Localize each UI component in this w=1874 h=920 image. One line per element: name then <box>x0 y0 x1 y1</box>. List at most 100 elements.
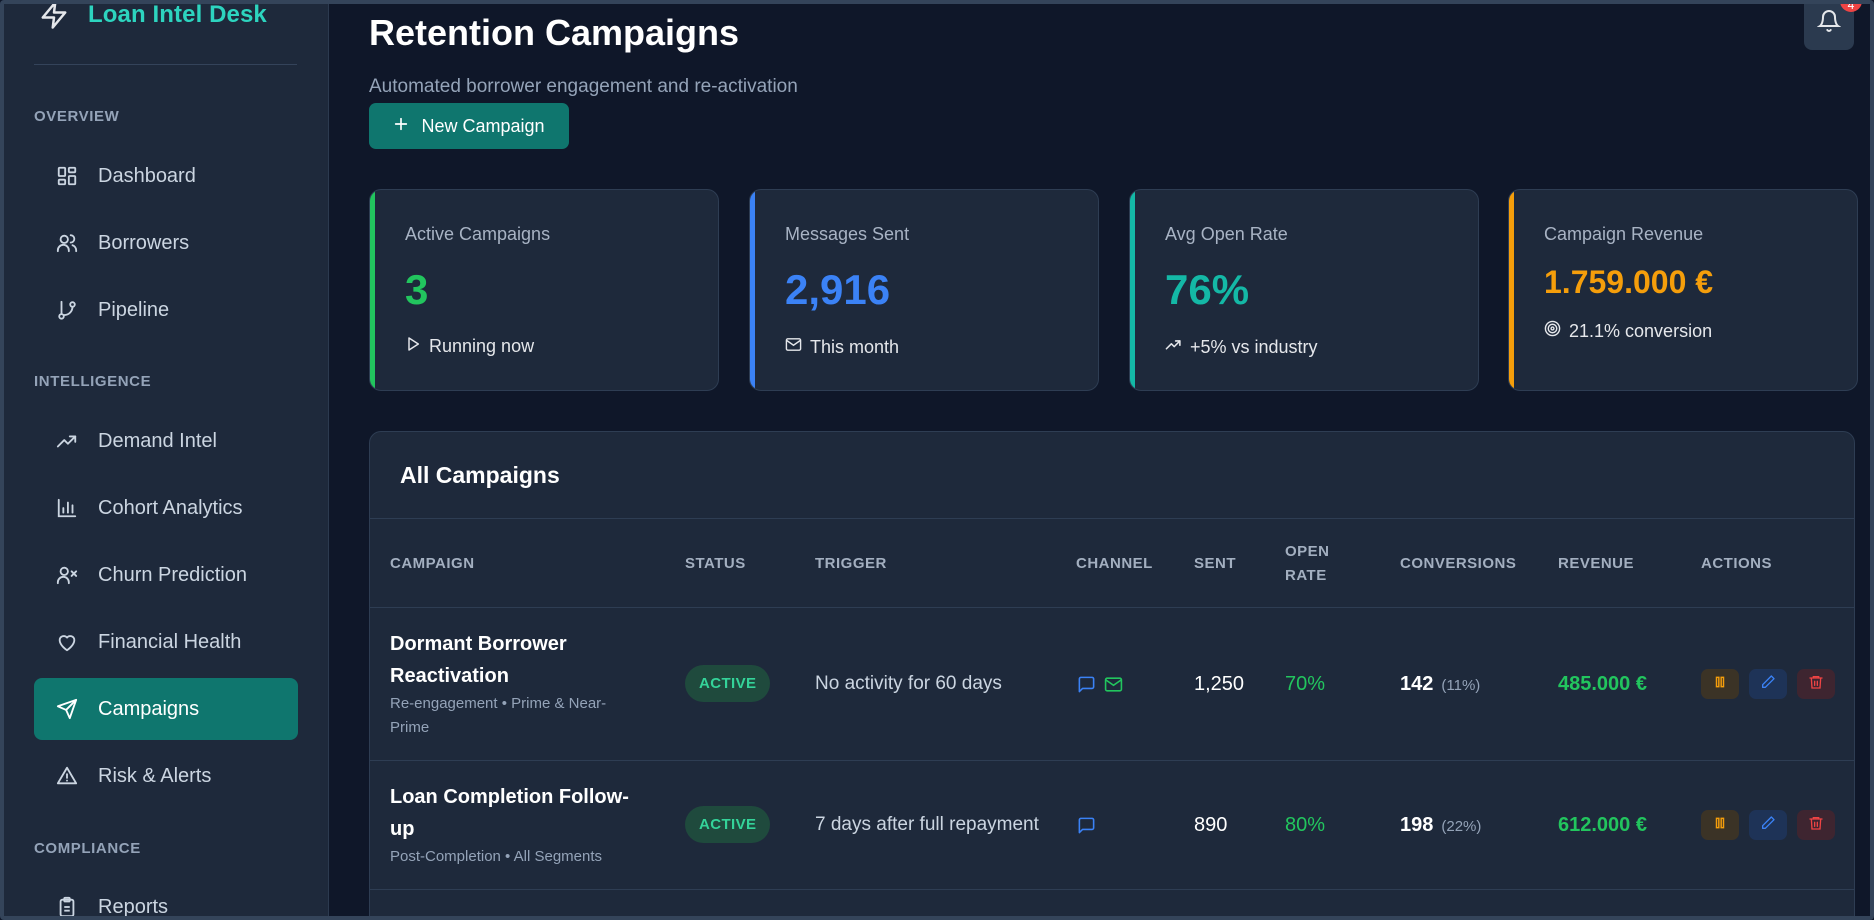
kpi-active-campaigns: Active Campaigns 3 Running now <box>369 189 719 391</box>
chat-icon <box>1077 816 1096 840</box>
sidebar: Loan Intel Desk OVERVIEW Dashboard Borro… <box>4 0 329 920</box>
sidebar-item-financial-health[interactable]: Financial Health <box>34 611 298 673</box>
campaign-meta-line2: Prime <box>390 719 430 736</box>
sidebar-item-pipeline[interactable]: Pipeline <box>34 279 298 341</box>
trending-up-icon <box>54 428 80 454</box>
accent-bar <box>1130 190 1135 390</box>
trash-icon <box>1808 815 1824 836</box>
accent-bar <box>750 190 755 390</box>
sidebar-item-label: Reports <box>98 895 169 918</box>
edit-button[interactable] <box>1749 810 1787 840</box>
bar-chart-icon <box>54 495 80 521</box>
campaign-cell: Loan Completion Follow- up Post-Completi… <box>390 781 629 869</box>
users-icon <box>54 230 80 256</box>
mail-icon <box>1104 675 1123 699</box>
kpi-foot-text: Running now <box>429 336 535 356</box>
sidebar-item-campaigns[interactable]: Campaigns <box>34 678 298 740</box>
sidebar-item-reports[interactable]: Reports <box>34 876 298 920</box>
sidebar-item-label: Pipeline <box>98 298 170 321</box>
accent-bar <box>370 190 375 390</box>
campaign-name-line1[interactable]: Dormant Borrower <box>390 633 567 655</box>
channel-cell <box>1077 675 1123 699</box>
header-revenue[interactable]: REVENUE <box>1558 555 1635 572</box>
table-header: CAMPAIGN STATUS TRIGGER CHANNEL SENT OPE… <box>370 518 1854 608</box>
campaign-meta-line1: Re-engagement • Prime & Near- <box>390 695 607 712</box>
kpi-foot-text: This month <box>810 336 900 357</box>
kpi-foot: This month <box>785 336 899 358</box>
header-trigger[interactable]: TRIGGER <box>815 555 887 572</box>
send-icon <box>54 696 80 722</box>
header-conversions[interactable]: CONVERSIONS <box>1400 555 1517 572</box>
sidebar-item-cohort-analytics[interactable]: Cohort Analytics <box>34 477 298 539</box>
open-rate-cell: 80% <box>1285 814 1326 836</box>
sidebar-item-borrowers[interactable]: Borrowers <box>34 212 298 274</box>
kpi-foot: 21.1% conversion <box>1544 320 1712 342</box>
status-cell: ACTIVE <box>685 806 771 843</box>
header-status[interactable]: STATUS <box>685 555 746 572</box>
kpi-foot: +5% vs industry <box>1165 336 1318 358</box>
table-row[interactable]: Loan Completion Follow- up Post-Completi… <box>370 761 1854 890</box>
header-sent[interactable]: SENT <box>1194 555 1237 572</box>
brand[interactable]: Loan Intel Desk <box>36 0 267 30</box>
channel-cell <box>1077 816 1096 840</box>
edit-button[interactable] <box>1749 669 1787 699</box>
lightning-icon <box>36 0 72 33</box>
sidebar-item-churn-prediction[interactable]: Churn Prediction <box>34 544 298 606</box>
divider <box>34 64 297 65</box>
revenue-cell: 612.000 € <box>1558 814 1647 836</box>
accent-bar <box>1509 190 1514 390</box>
sidebar-item-demand-intel[interactable]: Demand Intel <box>34 410 298 472</box>
table-title: All Campaigns <box>400 462 560 488</box>
campaign-name-line2[interactable]: Reactivation <box>390 665 509 687</box>
sidebar-item-risk-alerts[interactable]: Risk & Alerts <box>34 745 298 807</box>
pencil-icon <box>1760 674 1776 695</box>
page-title: Retention Campaigns <box>369 12 740 53</box>
status-badge: ACTIVE <box>685 806 771 843</box>
kpi-foot-text: 21.1% conversion <box>1569 320 1713 341</box>
trigger-cell: 7 days after full repayment <box>815 814 1039 835</box>
kpi-campaign-revenue: Campaign Revenue 1.759.000 € 21.1% conve… <box>1508 189 1858 391</box>
sidebar-item-label: Campaigns <box>98 697 200 720</box>
brand-name: Loan Intel Desk <box>88 1 267 28</box>
kpi-label: Active Campaigns <box>405 224 551 244</box>
header-open-rate-line1[interactable]: OPEN <box>1285 543 1330 560</box>
sent-cell: 1,250 <box>1194 673 1245 695</box>
kpi-foot: Running now <box>405 336 534 357</box>
bell-icon <box>1816 9 1842 38</box>
delete-button[interactable] <box>1797 669 1835 699</box>
header-campaign[interactable]: CAMPAIGN <box>390 555 475 572</box>
mail-icon <box>785 336 802 358</box>
sidebar-item-dashboard[interactable]: Dashboard <box>34 145 298 207</box>
kpi-foot-text: +5% vs industry <box>1190 336 1318 357</box>
heart-icon <box>54 629 80 655</box>
table-row[interactable]: Dormant Borrower Reactivation Re-engagem… <box>370 608 1854 761</box>
conversions-count: 198 <box>1400 814 1434 836</box>
pause-button[interactable] <box>1701 810 1739 840</box>
campaign-cell: Dormant Borrower Reactivation Re-engagem… <box>390 628 606 740</box>
kpi-label: Avg Open Rate <box>1165 224 1288 244</box>
revenue-cell: 485.000 € <box>1558 673 1647 695</box>
campaign-meta-line1: Post-Completion • All Segments <box>390 848 603 865</box>
conversions-cell: 198 (22%) <box>1400 814 1481 837</box>
kpi-value: 76% <box>1165 266 1250 313</box>
delete-button[interactable] <box>1797 810 1835 840</box>
header-channel[interactable]: CHANNEL <box>1076 555 1153 572</box>
alert-triangle-icon <box>54 763 80 789</box>
campaign-name-line2[interactable]: up <box>390 818 415 840</box>
kpi-messages-sent: Messages Sent 2,916 This month <box>749 189 1099 391</box>
pause-icon <box>1713 816 1727 835</box>
section-label-compliance: COMPLIANCE <box>34 840 141 857</box>
kpi-avg-open-rate: Avg Open Rate 76% +5% vs industry <box>1129 189 1479 391</box>
section-label-intelligence: INTELLIGENCE <box>34 373 152 390</box>
new-campaign-label: New Campaign <box>421 115 545 136</box>
trigger-cell: No activity for 60 days <box>815 673 1002 694</box>
pause-button[interactable] <box>1701 669 1739 699</box>
header-open-rate-line2[interactable]: RATE <box>1285 567 1327 584</box>
campaign-name-line1[interactable]: Loan Completion Follow- <box>390 786 629 808</box>
kpi-value: 2,916 <box>785 266 891 313</box>
target-icon <box>1544 320 1561 342</box>
sidebar-item-label: Demand Intel <box>98 429 217 452</box>
new-campaign-button[interactable]: New Campaign <box>369 103 569 149</box>
clipboard-icon <box>54 894 80 920</box>
dashboard-icon <box>54 163 80 189</box>
